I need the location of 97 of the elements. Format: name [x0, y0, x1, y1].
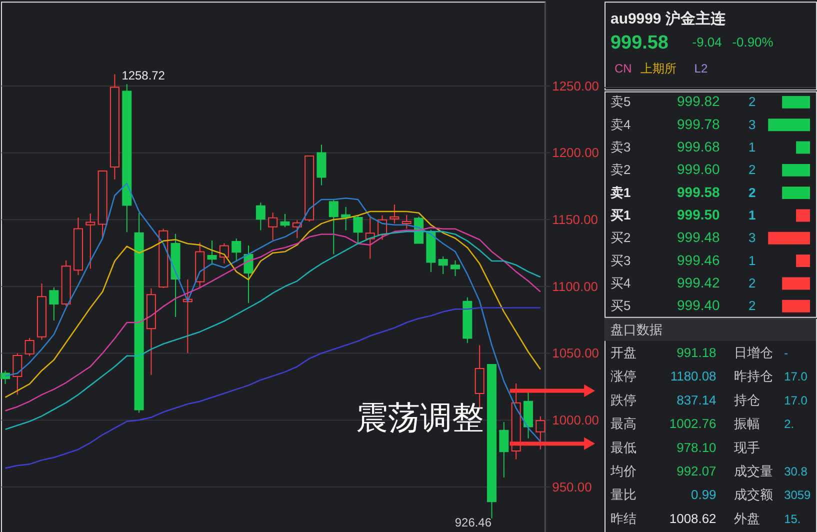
y-tick-label: 1050.00: [552, 346, 599, 361]
y-tick-label: 999.48: [677, 229, 720, 246]
text: CN: [614, 61, 632, 76]
y-tick-label: 999.82: [677, 93, 720, 110]
y-tick-label: 1200.00: [552, 145, 599, 160]
annotation: 震荡调整: [356, 400, 484, 436]
text: 涨停: [610, 368, 637, 384]
text: 992.07: [676, 463, 716, 478]
data-label: 2: [748, 184, 756, 200]
candlestick: [24, 337, 34, 357]
text: 17.0: [784, 370, 808, 384]
text: 837.14: [676, 392, 716, 408]
text: 17.0: [784, 393, 808, 408]
y-tick-label: 999.68: [677, 138, 720, 155]
text: 1002.76: [669, 416, 716, 432]
text: 量比: [610, 487, 637, 502]
y-tick-label: 1250.00: [552, 78, 599, 94]
text: 卖3: [610, 140, 631, 155]
text: 3059: [784, 488, 812, 502]
text: 991.18: [676, 344, 716, 360]
text: 成交额: [734, 487, 774, 502]
candlestick: [390, 204, 400, 224]
text: -9.04: [692, 34, 722, 50]
text: 跌停: [610, 392, 637, 408]
y-tick-label: 999.42: [677, 274, 720, 290]
y-tick-label: 1100.00: [552, 278, 598, 294]
y-tick-label: 1150.00: [552, 212, 598, 228]
text: 盘口数据: [610, 322, 663, 337]
candlestick: [328, 198, 338, 255]
text: 日增仓: [734, 344, 774, 360]
text: 1008.62: [669, 510, 716, 526]
y-tick-label: 999.50: [677, 206, 720, 222]
data-label: 3: [748, 116, 756, 132]
text: 999.58: [610, 32, 668, 54]
text: 外盘: [734, 510, 760, 526]
candlestick: [49, 286, 59, 322]
text: 开盘: [610, 344, 637, 360]
y-tick-label: 999.58: [677, 184, 720, 200]
y-tick-label: 999.60: [677, 161, 720, 178]
annotation: 926.46: [454, 515, 492, 530]
y-tick-label: 1000.00: [552, 412, 599, 428]
candlestick: [268, 212, 278, 241]
candlestick: [402, 214, 412, 230]
text: 昨持仓: [734, 368, 774, 384]
line-series: [4, 307, 542, 469]
data-label: 1: [748, 207, 756, 222]
candlestick: [256, 202, 266, 231]
text: 卖4: [610, 116, 631, 132]
candlestick: [12, 352, 22, 396]
candlestick: [207, 240, 217, 266]
candlestick: [450, 260, 460, 277]
text: L2: [694, 61, 708, 76]
text: 成交量: [734, 463, 774, 478]
text: 最低: [610, 440, 637, 455]
text: 卖1: [610, 184, 631, 200]
text: 买2: [610, 230, 631, 246]
candlestick: [365, 215, 375, 260]
text: -: [784, 346, 788, 360]
data-label: 2: [748, 94, 756, 110]
text: 978.10: [676, 440, 716, 455]
text: 卖2: [610, 162, 631, 178]
text: 振幅: [734, 416, 760, 432]
data-label: 2: [748, 275, 756, 290]
text: 买5: [610, 298, 631, 314]
text: 2.: [784, 417, 794, 432]
y-tick-label: 999.40: [677, 297, 720, 314]
candlestick: [438, 256, 448, 275]
candlestick: [499, 422, 509, 478]
text: 1180.08: [670, 368, 716, 384]
data-label: 2: [748, 298, 756, 314]
y-tick-label: 999.78: [677, 116, 720, 132]
text: 卖5: [610, 94, 631, 110]
candlestick: [232, 238, 242, 262]
text: 买1: [610, 207, 631, 222]
candlestick: [280, 213, 290, 228]
data-label: 2: [748, 162, 756, 178]
text: 现手: [734, 440, 760, 455]
data-label: 1: [748, 140, 756, 155]
text: 上期所: [640, 61, 676, 76]
text: 买4: [610, 275, 631, 290]
text: au9999 沪金主连: [610, 10, 726, 28]
data-label: 3: [748, 230, 756, 246]
text: 持仓: [734, 392, 760, 408]
text: 0.99: [691, 487, 716, 502]
text: 昨结: [610, 510, 637, 526]
text: 均价: [610, 463, 637, 478]
y-tick-label: 950.00: [552, 479, 592, 494]
text: 最高: [610, 416, 637, 432]
text: 15.: [784, 512, 801, 526]
text: 买3: [610, 252, 631, 268]
data-label: 1: [748, 252, 756, 268]
text: 30.8: [784, 464, 808, 478]
candlestick: [86, 213, 96, 270]
candlestick: [353, 215, 363, 244]
y-tick-label: 999.46: [677, 252, 720, 268]
annotation: 1258.72: [122, 68, 166, 82]
text: -0.90%: [732, 34, 774, 50]
